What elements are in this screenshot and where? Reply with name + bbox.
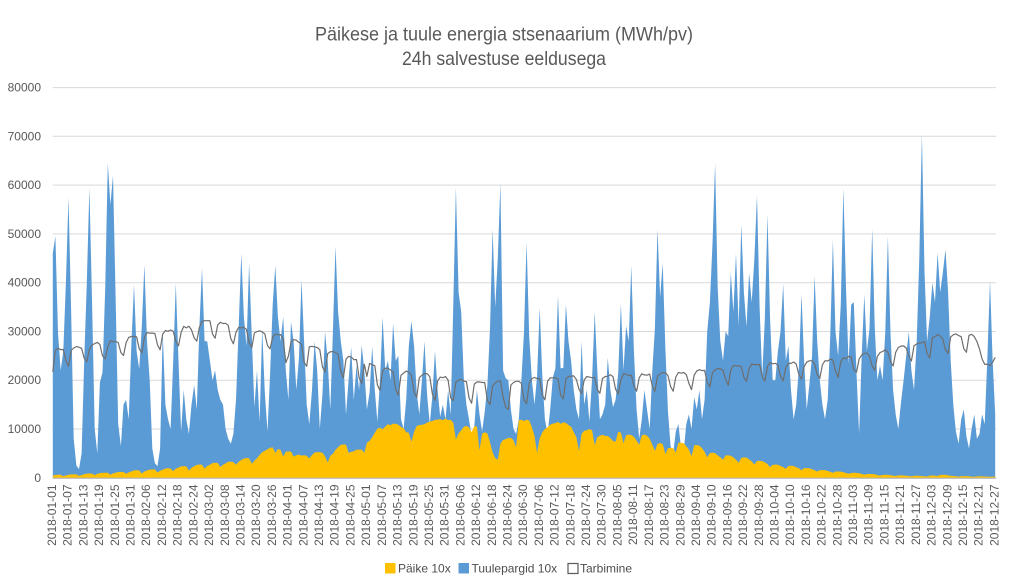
svg-text:2018-09-16: 2018-09-16 <box>720 484 734 546</box>
svg-text:70000: 70000 <box>8 129 42 143</box>
svg-text:2018-12-03: 2018-12-03 <box>925 484 939 546</box>
svg-text:2018-05-25: 2018-05-25 <box>422 484 436 546</box>
svg-text:2018-07-24: 2018-07-24 <box>579 484 593 546</box>
svg-text:2018-10-10: 2018-10-10 <box>783 484 797 546</box>
svg-text:2018-09-10: 2018-09-10 <box>705 484 719 546</box>
svg-text:Tarbimine: Tarbimine <box>580 561 632 575</box>
svg-text:2018-10-28: 2018-10-28 <box>830 484 844 546</box>
svg-text:2018-10-16: 2018-10-16 <box>799 484 813 546</box>
svg-text:2018-01-19: 2018-01-19 <box>92 484 106 546</box>
svg-text:40000: 40000 <box>8 276 42 290</box>
svg-text:2018-09-04: 2018-09-04 <box>689 484 703 546</box>
svg-text:2018-11-27: 2018-11-27 <box>909 484 923 545</box>
svg-text:2018-11-03: 2018-11-03 <box>846 484 860 545</box>
svg-text:2018-04-01: 2018-04-01 <box>281 484 295 546</box>
svg-text:2018-09-22: 2018-09-22 <box>736 484 750 546</box>
svg-text:2018-04-07: 2018-04-07 <box>296 484 310 546</box>
svg-text:2018-08-17: 2018-08-17 <box>642 484 656 546</box>
svg-text:2018-07-06: 2018-07-06 <box>532 484 546 546</box>
svg-text:2018-12-15: 2018-12-15 <box>956 484 970 546</box>
svg-text:2018-04-13: 2018-04-13 <box>312 484 326 546</box>
svg-text:2018-06-18: 2018-06-18 <box>485 484 499 546</box>
svg-text:2018-05-19: 2018-05-19 <box>406 484 420 546</box>
svg-text:2018-05-13: 2018-05-13 <box>391 484 405 546</box>
svg-text:2018-02-18: 2018-02-18 <box>171 484 185 546</box>
svg-text:2018-08-23: 2018-08-23 <box>658 484 672 546</box>
svg-text:80000: 80000 <box>8 81 42 95</box>
svg-text:2018-02-06: 2018-02-06 <box>139 484 153 546</box>
svg-text:2018-05-31: 2018-05-31 <box>438 484 452 546</box>
svg-text:2018-12-09: 2018-12-09 <box>940 484 954 546</box>
svg-text:2018-07-18: 2018-07-18 <box>563 484 577 546</box>
svg-text:20000: 20000 <box>8 373 42 387</box>
svg-text:2018-01-01: 2018-01-01 <box>45 484 59 546</box>
svg-text:2018-11-09: 2018-11-09 <box>862 484 876 545</box>
svg-text:Päike 10x: Päike 10x <box>398 561 451 575</box>
svg-text:60000: 60000 <box>8 178 42 192</box>
svg-text:2018-01-31: 2018-01-31 <box>124 484 138 546</box>
svg-text:2018-10-04: 2018-10-04 <box>768 484 782 546</box>
svg-text:2018-06-06: 2018-06-06 <box>453 484 467 546</box>
svg-text:2018-05-01: 2018-05-01 <box>359 484 373 546</box>
svg-text:30000: 30000 <box>8 325 42 339</box>
svg-text:2018-09-28: 2018-09-28 <box>752 484 766 546</box>
svg-text:Tuulepargid 10x: Tuulepargid 10x <box>472 561 558 575</box>
svg-text:2018-03-02: 2018-03-02 <box>202 484 216 546</box>
svg-text:24h salvestuse eeldusega: 24h salvestuse eeldusega <box>402 48 606 70</box>
svg-text:2018-02-12: 2018-02-12 <box>155 484 169 546</box>
svg-text:2018-08-29: 2018-08-29 <box>673 484 687 546</box>
svg-text:2018-08-05: 2018-08-05 <box>610 484 624 546</box>
svg-text:0: 0 <box>34 471 41 485</box>
svg-text:2018-08-11: 2018-08-11 <box>626 484 640 545</box>
svg-text:10000: 10000 <box>8 422 42 436</box>
svg-text:2018-07-30: 2018-07-30 <box>595 484 609 546</box>
svg-text:2018-03-26: 2018-03-26 <box>265 484 279 546</box>
svg-text:2018-12-27: 2018-12-27 <box>987 484 1001 546</box>
svg-text:2018-06-12: 2018-06-12 <box>469 484 483 546</box>
svg-text:2018-06-24: 2018-06-24 <box>501 484 515 546</box>
svg-text:2018-11-21: 2018-11-21 <box>893 484 907 545</box>
svg-text:2018-04-19: 2018-04-19 <box>328 484 342 546</box>
svg-text:2018-05-07: 2018-05-07 <box>375 484 389 546</box>
svg-text:2018-01-13: 2018-01-13 <box>76 484 90 546</box>
svg-text:2018-06-30: 2018-06-30 <box>516 484 530 546</box>
svg-text:50000: 50000 <box>8 227 42 241</box>
svg-text:2018-03-20: 2018-03-20 <box>249 484 263 546</box>
svg-text:2018-03-08: 2018-03-08 <box>218 484 232 546</box>
svg-text:2018-11-15: 2018-11-15 <box>878 484 892 545</box>
svg-text:2018-01-07: 2018-01-07 <box>61 484 75 546</box>
svg-text:Päikese ja tuule energia stsen: Päikese ja tuule energia stsenaarium (MW… <box>315 24 693 46</box>
svg-text:2018-04-25: 2018-04-25 <box>343 484 357 546</box>
svg-text:2018-12-21: 2018-12-21 <box>972 484 986 546</box>
svg-text:2018-03-14: 2018-03-14 <box>234 484 248 546</box>
svg-text:2018-02-24: 2018-02-24 <box>186 484 200 546</box>
svg-text:2018-07-12: 2018-07-12 <box>548 484 562 546</box>
svg-text:2018-01-25: 2018-01-25 <box>108 484 122 546</box>
svg-text:2018-10-22: 2018-10-22 <box>815 484 829 546</box>
